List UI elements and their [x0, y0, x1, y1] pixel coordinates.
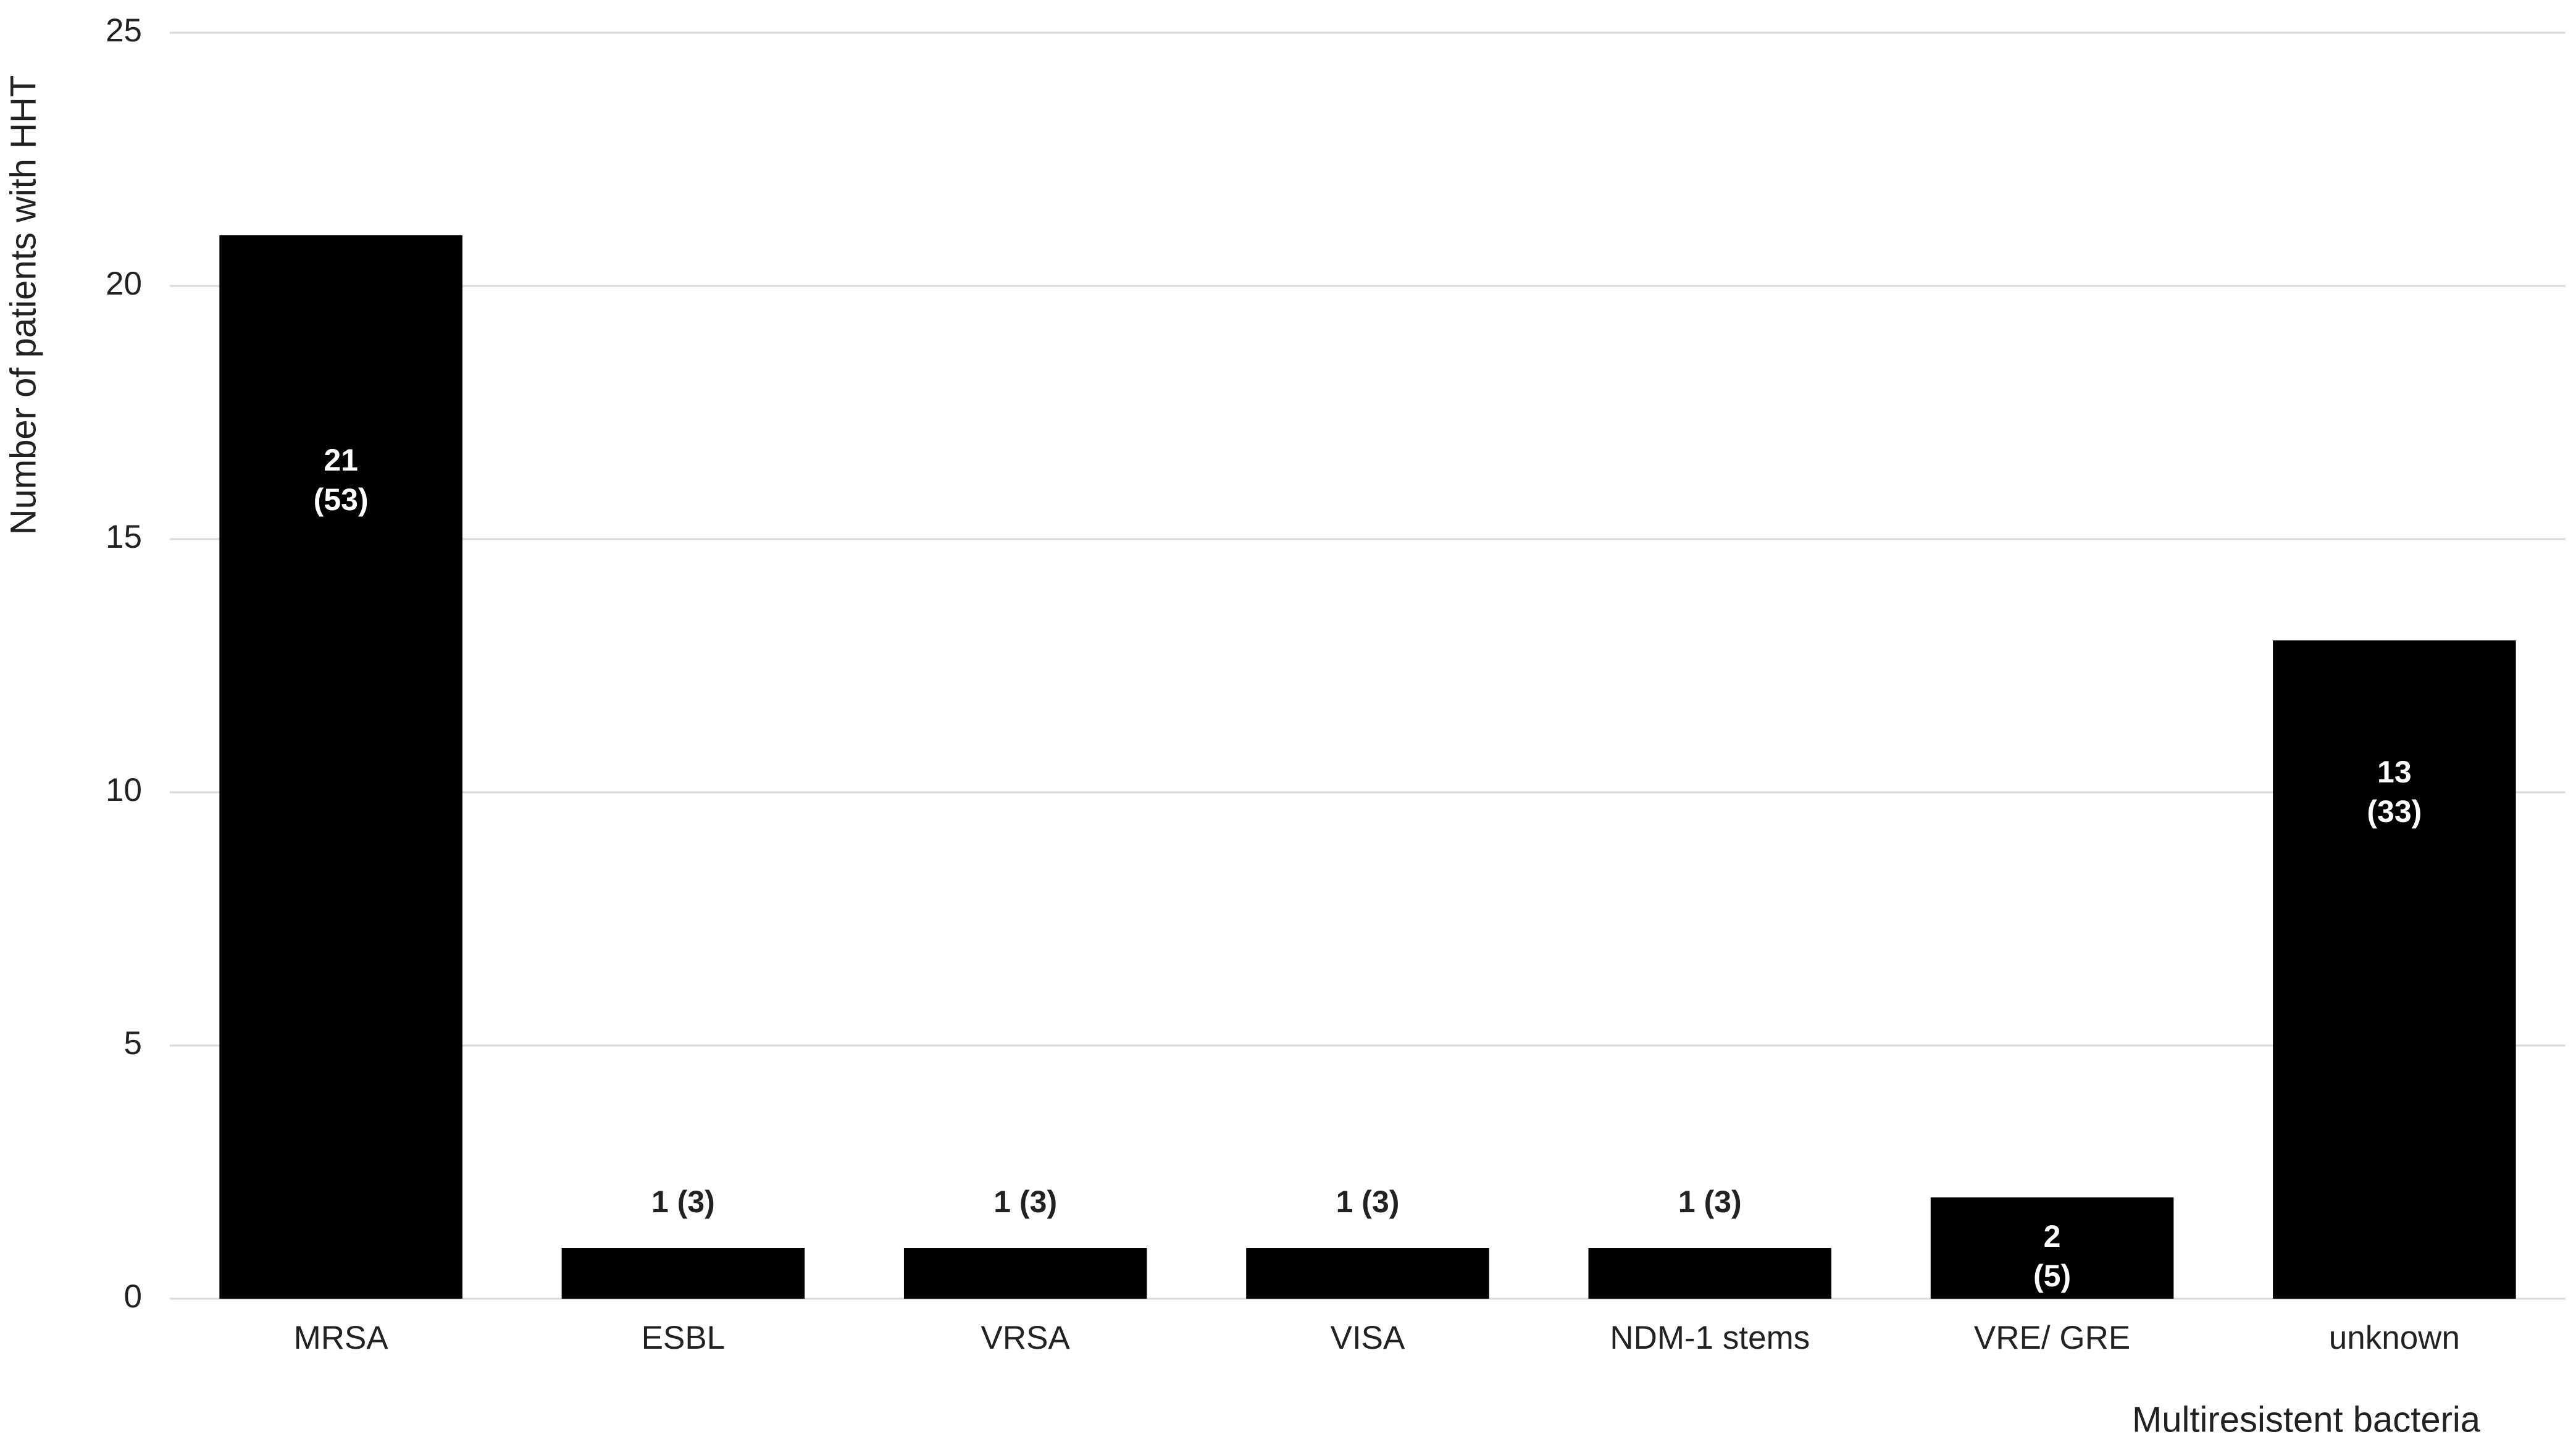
x-tick-label: VRSA [981, 1320, 1071, 1356]
y-tick-label: 10 [106, 772, 142, 808]
bar [1588, 1248, 1832, 1299]
x-tick-label: MRSA [294, 1320, 389, 1356]
x-tick-label: unknown [2329, 1320, 2460, 1356]
bar [1246, 1248, 1489, 1299]
y-tick-label: 0 [124, 1278, 142, 1315]
bar [903, 1248, 1147, 1299]
bar [2273, 640, 2516, 1299]
y-tick-label: 20 [106, 266, 142, 302]
x-tick-label: VISA [1331, 1320, 1405, 1356]
bar [219, 235, 462, 1299]
y-axis-label: Number of patients with HHT [3, 75, 43, 535]
value-label: 21 (53) [313, 443, 369, 518]
x-tick-label: ESBL [642, 1320, 726, 1356]
y-tick-label: 5 [124, 1025, 142, 1062]
x-tick-label: NDM-1 stems [1610, 1320, 1810, 1356]
value-label: 13 (33) [2367, 755, 2422, 829]
bar [1930, 1197, 2174, 1299]
value-label: 1 (3) [1336, 1184, 1400, 1219]
value-label: 1 (3) [651, 1184, 715, 1219]
value-label: 1 (3) [1678, 1184, 1742, 1219]
x-tick-label: VRE/ GRE [1974, 1320, 2130, 1356]
value-label: 2 (5) [2033, 1219, 2072, 1293]
y-tick-label: 25 [106, 12, 142, 49]
value-label: 1 (3) [993, 1184, 1058, 1219]
x-axis-label: Multiresistent bacteria [2132, 1399, 2481, 1440]
bar [561, 1248, 805, 1299]
y-tick-label: 15 [106, 519, 142, 555]
